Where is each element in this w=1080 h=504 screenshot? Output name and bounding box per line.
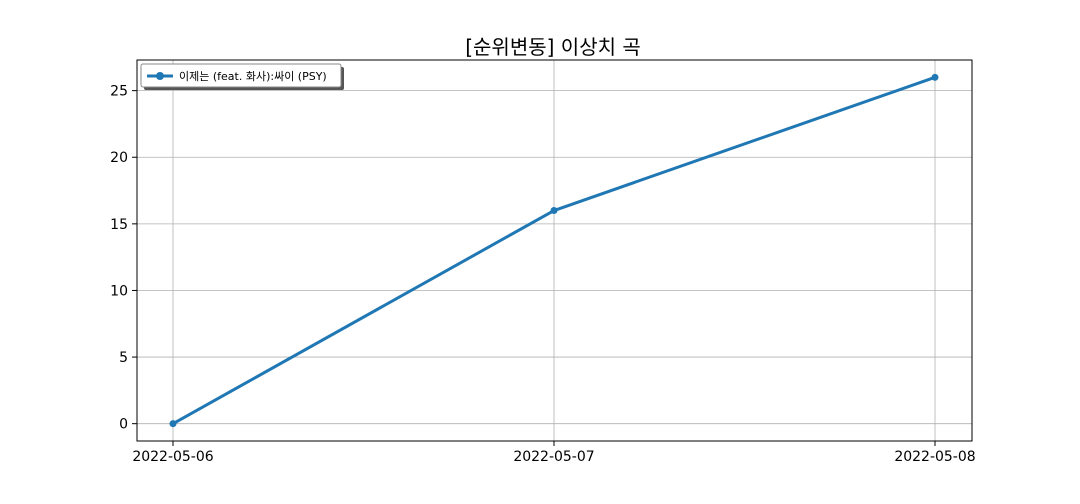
chart-title: [순위변동] 이상치 곡	[465, 35, 641, 59]
x-tick-label: 2022-05-07	[513, 449, 594, 465]
legend-label: 이제는 (feat. 화사):싸이 (PSY)	[179, 70, 327, 83]
data-point	[169, 420, 177, 428]
legend-marker	[156, 72, 164, 80]
y-tick-label: 5	[119, 350, 128, 366]
y-tick-label: 20	[110, 150, 128, 166]
axes: 2022-05-06 2022-05-07 2022-05-08 0 5 10 15 20 25	[110, 59, 976, 465]
legend: 이제는 (feat. 화사):싸이 (PSY)	[140, 63, 344, 90]
y-tick-label: 25	[110, 84, 128, 100]
x-tick-label: 2022-05-06	[132, 449, 213, 465]
legend-box	[140, 63, 342, 88]
grid	[137, 60, 972, 441]
series-layer	[169, 73, 939, 428]
y-tick-label: 10	[110, 283, 128, 299]
y-tick-label: 0	[119, 417, 128, 433]
y-tick-label: 15	[110, 217, 128, 233]
data-point	[550, 207, 558, 215]
x-tick-label: 2022-05-08	[894, 449, 975, 465]
data-point	[931, 73, 939, 81]
